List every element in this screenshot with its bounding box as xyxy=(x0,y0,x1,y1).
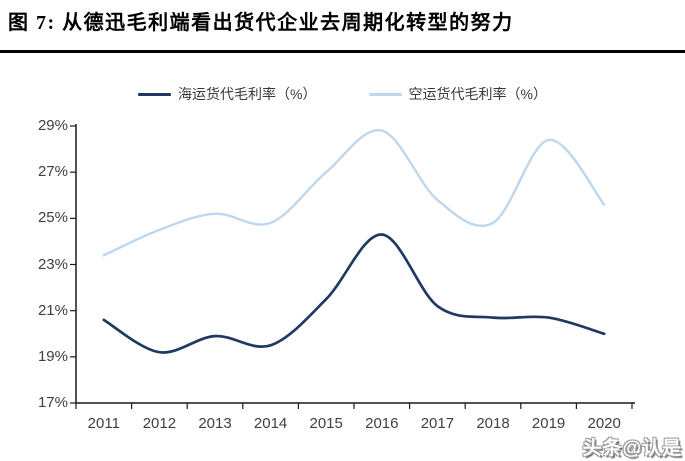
sea-freight-line xyxy=(102,233,606,354)
x-axis-label: 2014 xyxy=(253,415,288,432)
x-axis-label: 2016 xyxy=(365,415,399,432)
y-axis-label: 25% xyxy=(37,209,68,227)
air-freight-legend-label: 空运货代毛利率（%） xyxy=(408,86,547,102)
air-freight-line-swatch xyxy=(368,92,402,96)
x-axis-label: 2017 xyxy=(420,415,455,432)
x-axis-label: 2015 xyxy=(309,415,343,432)
x-axis-label: 2020 xyxy=(587,415,621,432)
sea-freight-legend-label: 海运货代毛利率（%） xyxy=(178,86,317,102)
chart-legend: 海运货代毛利率（%） 空运货代毛利率（%） xyxy=(0,84,685,104)
x-axis-label: 2013 xyxy=(198,415,232,432)
y-axis-label: 19% xyxy=(37,347,68,365)
watermark: 头条@认是 xyxy=(582,438,682,459)
legend-item-sea-freight: 海运货代毛利率（%） xyxy=(138,84,317,104)
y-axis-label: 29% xyxy=(37,117,68,134)
x-axis-label: 2019 xyxy=(531,415,566,432)
y-axis-label: 27% xyxy=(37,163,68,181)
y-axis-label: 23% xyxy=(37,255,68,273)
y-axis-label: 21% xyxy=(37,301,68,319)
title-divider xyxy=(0,50,685,53)
x-axis-label: 2018 xyxy=(476,415,510,432)
x-axis-label: 2012 xyxy=(142,415,177,432)
figure-title: 图 7: 从德迅毛利端看出货代企业去周期化转型的努力 xyxy=(8,12,514,34)
sea-freight-line-swatch xyxy=(138,92,172,96)
legend-item-air-freight: 空运货代毛利率（%） xyxy=(368,84,547,104)
air-freight-line xyxy=(102,129,606,257)
y-axis-label: 17% xyxy=(37,394,68,411)
x-axis-label: 2011 xyxy=(87,415,120,432)
